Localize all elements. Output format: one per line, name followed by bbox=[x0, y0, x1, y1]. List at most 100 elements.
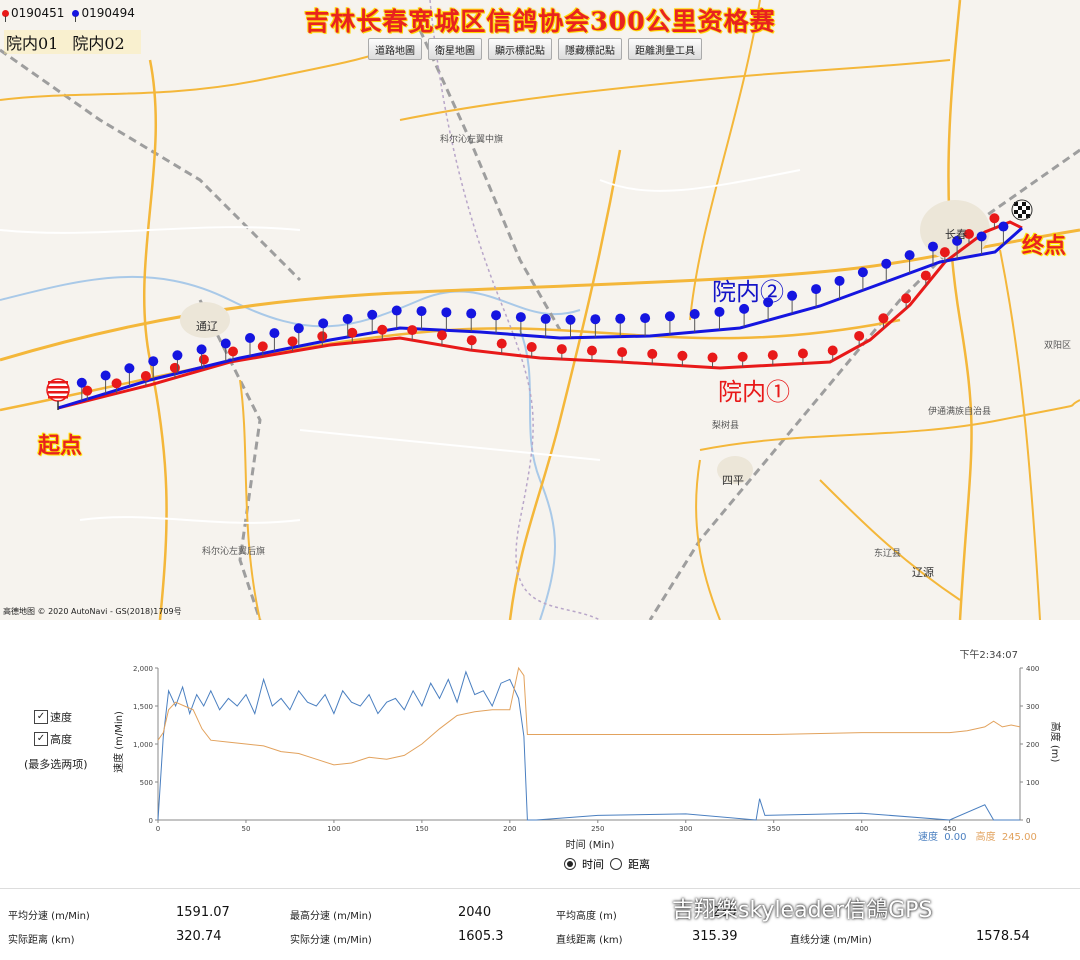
red-marker-pin-head bbox=[377, 324, 388, 335]
blue-marker-pin-head bbox=[590, 314, 601, 325]
red-marker-pin bbox=[920, 270, 931, 286]
x-tick-label: 250 bbox=[591, 825, 604, 833]
hide-markers-button[interactable]: 隱藏標記點 bbox=[558, 38, 622, 60]
x-axis-label: 时间 (Min) bbox=[566, 838, 615, 851]
start-marker-stripe bbox=[48, 381, 68, 384]
start-marker-stripe bbox=[48, 396, 68, 399]
blue-marker-pin-head bbox=[689, 309, 700, 320]
blue-marker-pin-head bbox=[714, 306, 725, 317]
blue-marker-pin bbox=[590, 314, 601, 338]
right-axis-label: 高度 (m) bbox=[1049, 722, 1062, 763]
alt-checkbox-row[interactable]: ✓ 高度 bbox=[34, 728, 88, 750]
blue-marker-pin bbox=[763, 297, 774, 321]
red-marker-pin bbox=[556, 344, 567, 360]
red-marker-pin bbox=[257, 341, 268, 357]
map-view[interactable]: 吉林长春宽城区信鸽协会300公里资格赛 0190451 0190494 院内01… bbox=[0, 0, 1080, 620]
finish-flag-cell bbox=[1018, 214, 1022, 218]
series-checkboxes: ✓ 速度 ✓ 高度 (最多选两项) bbox=[24, 706, 88, 772]
red-marker-pin bbox=[963, 229, 974, 245]
red-marker-pin-head bbox=[707, 352, 718, 363]
checkbox-note: (最多选两项) bbox=[24, 758, 88, 771]
actual-distance-value: 320.74 bbox=[176, 929, 222, 944]
road-map-button[interactable]: 道路地圖 bbox=[368, 38, 422, 60]
max-speed-label: 最高分速 (m/Min) bbox=[290, 911, 372, 922]
blue-marker-pin bbox=[293, 323, 304, 347]
actual-speed-label: 实际分速 (m/Min) bbox=[290, 935, 372, 946]
pigeon-1-legend[interactable]: 0190451 bbox=[2, 6, 65, 22]
red-marker-pin-head bbox=[878, 313, 889, 324]
town-kezuozhong: 科尔沁左翼中旗 bbox=[440, 135, 504, 145]
blue-marker-pin bbox=[834, 275, 845, 299]
route-1-line bbox=[57, 220, 1023, 410]
red-marker-pin-head bbox=[586, 345, 597, 356]
chart-timestamp: 下午2:34:07 bbox=[959, 648, 1018, 661]
distance-tool-button[interactable]: 距離測量工具 bbox=[628, 38, 702, 60]
red-marker-pin bbox=[677, 350, 688, 366]
blue-marker-pin-head bbox=[148, 356, 159, 367]
red-marker-pin-head bbox=[466, 335, 477, 346]
radio-time-label: 时间 bbox=[582, 858, 604, 871]
y-left-tick-label: 0 bbox=[149, 817, 153, 825]
show-markers-button[interactable]: 顯示標記點 bbox=[488, 38, 552, 60]
blue-marker-pin-head bbox=[76, 377, 87, 388]
blue-marker-pin-head bbox=[998, 221, 1009, 232]
finish-flag-cell bbox=[1022, 202, 1026, 206]
alt-checkbox[interactable]: ✓ bbox=[34, 732, 48, 746]
town-dongliao: 东辽县 bbox=[874, 549, 902, 559]
satellite-map-button[interactable]: 衛星地圖 bbox=[428, 38, 482, 60]
red-marker-pin bbox=[287, 336, 298, 352]
radio-time[interactable] bbox=[564, 858, 576, 870]
blue-marker-pin bbox=[904, 250, 915, 274]
town-tongliao: 通辽 bbox=[196, 320, 218, 333]
red-marker-pin-head bbox=[317, 331, 328, 342]
actual-speed-value: 1605.3 bbox=[458, 929, 504, 944]
red-marker-pin-head bbox=[228, 346, 239, 357]
red-marker-pin-head bbox=[82, 385, 93, 396]
pigeon-2-legend[interactable]: 0190494 bbox=[72, 6, 135, 22]
blue-marker-pin-head bbox=[857, 267, 868, 278]
red-marker-pin-head bbox=[198, 354, 209, 365]
speed-altitude-chart: 下午2:34:07 速度 (m/Min) 高度 (m) 时间 (Min) 0 50… bbox=[112, 648, 1062, 851]
chart-lines bbox=[157, 666, 1021, 821]
red-marker-pin bbox=[228, 346, 239, 362]
finish-flag-cell bbox=[1026, 206, 1030, 210]
inner-label-1: 院内01 bbox=[6, 34, 59, 53]
blue-marker-pin-head bbox=[834, 275, 845, 286]
blue-marker-pin bbox=[124, 363, 135, 387]
red-marker-pin bbox=[586, 345, 597, 361]
route-1-label: 院内① bbox=[718, 378, 790, 406]
speed-checkbox-label: 速度 bbox=[50, 711, 72, 724]
finish-flag-cell bbox=[1014, 206, 1018, 210]
route-2-label: 院内② bbox=[712, 278, 784, 306]
y-right-tick-label: 400 bbox=[1026, 665, 1039, 673]
alt-checkbox-label: 高度 bbox=[50, 733, 72, 746]
speed-checkbox[interactable]: ✓ bbox=[34, 710, 48, 724]
town-shuangyang: 双阳区 bbox=[1044, 341, 1072, 351]
radio-distance[interactable] bbox=[610, 858, 622, 870]
actual-distance-label: 实际距离 (km) bbox=[8, 935, 75, 946]
finish-flag-cell bbox=[1018, 206, 1022, 210]
pigeon-1-id: 0190451 bbox=[11, 6, 65, 20]
blue-marker-pin-head bbox=[664, 311, 675, 322]
x-tick-label: 100 bbox=[327, 825, 340, 833]
red-marker-pin bbox=[347, 327, 358, 343]
blue-marker-pin-head bbox=[615, 313, 626, 324]
straight-speed-value: 1578.54 bbox=[976, 929, 1030, 944]
red-marker-pin bbox=[466, 335, 477, 351]
red-marker-pin bbox=[797, 348, 808, 364]
blue-marker-pin bbox=[515, 312, 526, 336]
town-yitong: 伊通满族自治县 bbox=[928, 407, 992, 417]
speed-checkbox-row[interactable]: ✓ 速度 bbox=[34, 706, 88, 728]
page-title: 吉林长春宽城区信鸽协会300公里资格赛 bbox=[304, 7, 776, 36]
red-marker-pin bbox=[82, 385, 93, 401]
blue-marker-pin-head bbox=[220, 338, 231, 349]
blue-marker-pin bbox=[100, 370, 111, 394]
town-liaoyuan: 辽源 bbox=[912, 566, 934, 579]
straight-distance-value: 315.39 bbox=[692, 929, 738, 944]
red-marker-pin-head bbox=[436, 330, 447, 341]
red-marker-pin bbox=[901, 293, 912, 309]
red-marker-pin bbox=[111, 378, 122, 394]
red-marker-pin-head bbox=[140, 371, 151, 382]
left-axis-label: 速度 (m/Min) bbox=[112, 711, 125, 773]
red-marker-pin bbox=[737, 351, 748, 367]
